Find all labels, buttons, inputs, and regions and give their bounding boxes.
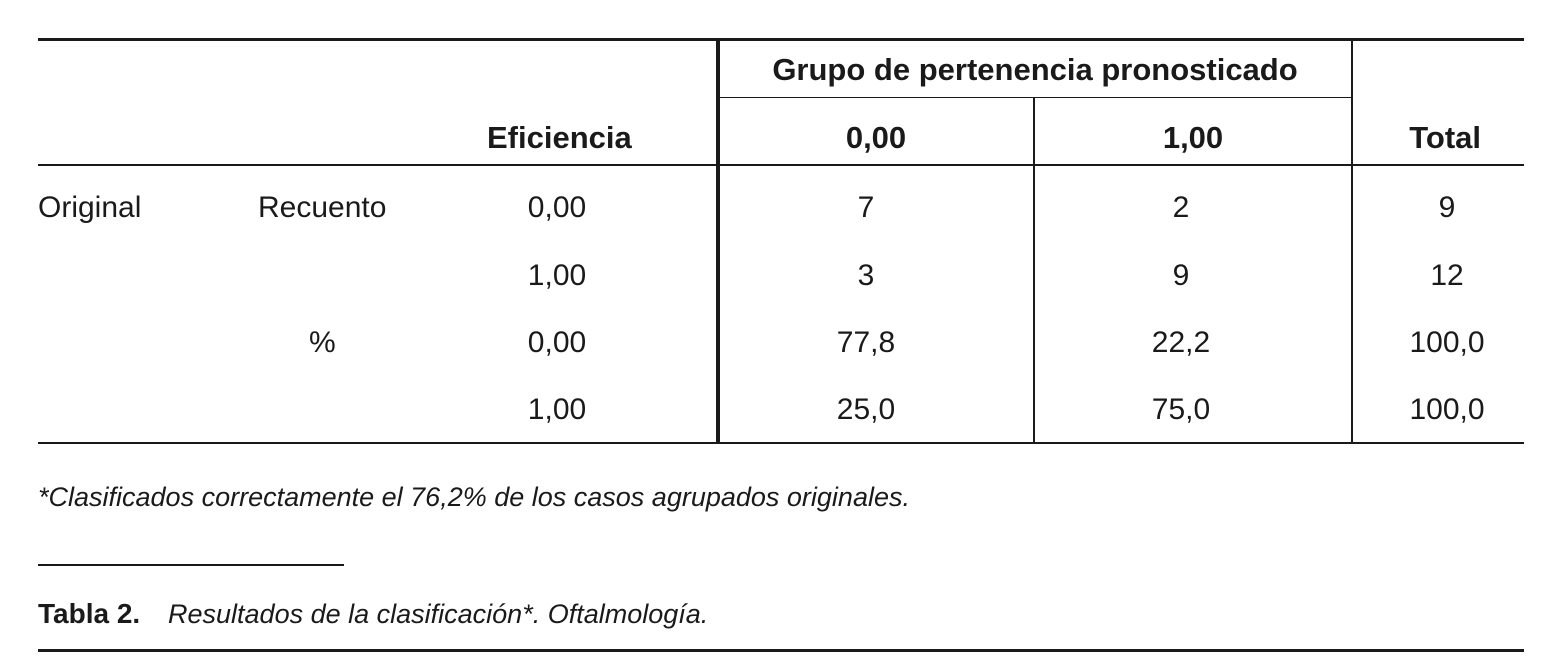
table-cell: 3 [857, 259, 875, 292]
caption-bottom-rule [38, 649, 1524, 652]
vertical-divider-main [716, 41, 720, 444]
table-cell-total: 9 [1438, 191, 1456, 224]
table-cell-total: 100,0 [1409, 326, 1485, 359]
row-label-original: Original [38, 191, 142, 224]
table-footnote: *Clasificados correctamente el 76,2% de … [38, 482, 910, 512]
header-eficiencia: Eficiencia [487, 120, 632, 155]
table-top-rule [38, 38, 1524, 41]
header-bottom-rule [38, 164, 1524, 166]
table-cell-total: 100,0 [1409, 393, 1485, 426]
row-eficiencia-value: 0,00 [527, 326, 587, 359]
row-eficiencia-value: 0,00 [527, 191, 587, 224]
caption-label: Tabla 2. [38, 598, 141, 629]
row-eficiencia-value: 1,00 [527, 393, 587, 426]
vertical-divider-middle [1033, 98, 1035, 444]
table-cell: 7 [857, 191, 875, 224]
header-total: Total [1409, 120, 1481, 155]
caption-short-rule [38, 564, 344, 566]
header-col-100: 1,00 [1162, 120, 1224, 155]
group-header: Grupo de pertenencia pronosticado [772, 52, 1298, 87]
group-header-underline [718, 97, 1352, 98]
row-eficiencia-value: 1,00 [527, 259, 587, 292]
caption-text: Resultados de la clasificación*. Oftalmo… [168, 599, 709, 629]
table-cell: 9 [1172, 259, 1190, 292]
row-label-recuento: Recuento [258, 191, 387, 224]
table-cell: 2 [1172, 191, 1190, 224]
table-cell: 25,0 [836, 393, 896, 426]
table-cell: 75,0 [1151, 393, 1211, 426]
header-col-000: 0,00 [845, 120, 907, 155]
table-cell-total: 12 [1430, 259, 1464, 292]
row-label-percent: % [309, 326, 336, 359]
vertical-divider-total [1351, 41, 1353, 444]
table-cell: 77,8 [836, 326, 896, 359]
table-cell: 22,2 [1151, 326, 1211, 359]
table-bottom-rule [38, 442, 1524, 444]
